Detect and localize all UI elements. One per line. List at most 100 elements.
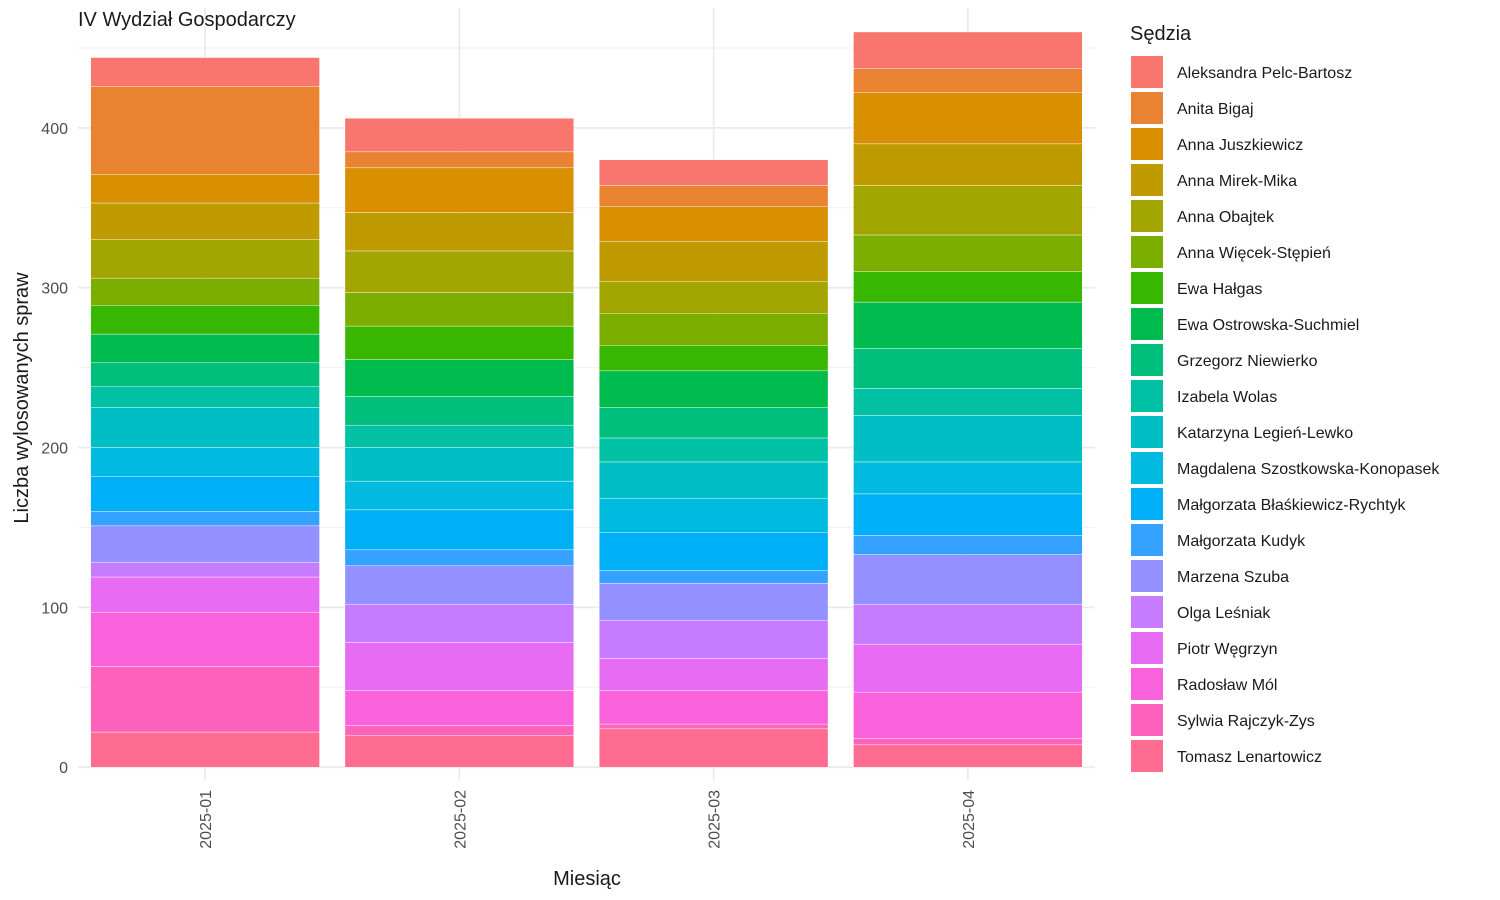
bar-segment	[599, 205, 829, 242]
legend-label: Izabela Wolas	[1177, 389, 1277, 406]
x-axis-title: Miesiąc	[553, 868, 621, 890]
legend-label: Olga Leśniak	[1177, 605, 1271, 622]
x-axis-ticks: 2025-01 2025-02 2025-03 2025-04	[198, 790, 978, 849]
legend-swatch	[1131, 380, 1163, 412]
legend-swatch	[1131, 272, 1163, 304]
bar-segment	[599, 728, 829, 768]
bar-segment	[853, 691, 1083, 739]
legend-swatch	[1131, 560, 1163, 592]
legend-label: Anna Obajtek	[1177, 209, 1275, 226]
bar-segment	[344, 549, 574, 567]
bar-segment	[853, 143, 1083, 186]
bar-segment	[344, 118, 574, 153]
bar-segment	[853, 554, 1083, 605]
bar-segment	[853, 185, 1083, 236]
x-tick-label: 2025-01	[198, 790, 215, 849]
bar-segment	[344, 735, 574, 768]
bar-segment	[90, 174, 320, 204]
bar-segment	[90, 277, 320, 306]
legend-swatch	[1131, 92, 1163, 124]
legend-label: Tomasz Lenartowicz	[1177, 749, 1322, 766]
bar-segment	[599, 690, 829, 725]
legend-label: Małgorzata Błaśkiewicz-Rychtyk	[1177, 497, 1407, 514]
bar-segment	[344, 690, 574, 726]
bar-segment	[90, 476, 320, 512]
bar-segment	[344, 396, 574, 426]
bar-segment	[853, 535, 1083, 555]
legend-swatch	[1131, 632, 1163, 664]
bar-segment	[599, 241, 829, 282]
bar-segment	[599, 723, 829, 730]
bar-segment	[599, 583, 829, 621]
bar-segment	[599, 658, 829, 691]
legend-label: Piotr Węgrzyn	[1177, 641, 1277, 658]
bar-segment	[344, 603, 574, 643]
legend-swatch	[1131, 416, 1163, 448]
bar-segment	[853, 31, 1083, 69]
y-axis-title: Liczba wylosowanych spraw	[11, 272, 33, 524]
legend-swatch	[1131, 596, 1163, 628]
bar-segment	[853, 415, 1083, 463]
bar-segment	[853, 603, 1083, 645]
legend-swatch	[1131, 452, 1163, 484]
legend-label: Anita Bigaj	[1177, 101, 1254, 118]
bar-segment	[853, 744, 1083, 768]
legend-swatch	[1131, 704, 1163, 736]
legend-swatch	[1131, 488, 1163, 520]
bar-segment	[90, 57, 320, 87]
bar-segment	[853, 738, 1083, 746]
bar-segment	[853, 92, 1083, 145]
x-tick-label: 2025-03	[707, 790, 724, 849]
bar-segment	[853, 301, 1083, 349]
bar-segment	[599, 313, 829, 346]
legend-swatch	[1131, 740, 1163, 772]
bar-segment	[90, 333, 320, 364]
bar-segment	[344, 250, 574, 293]
bar-segment	[90, 239, 320, 279]
legend-swatch	[1131, 308, 1163, 340]
legend-label: Katarzyna Legień-Lewko	[1177, 425, 1353, 442]
bar-segment	[853, 68, 1083, 93]
legend-label: Sylwia Rajczyk-Zys	[1177, 713, 1315, 730]
bar-segment	[90, 202, 320, 240]
y-tick-label: 0	[59, 760, 68, 777]
bar-segment	[599, 345, 829, 372]
legend-label: Magdalena Szostkowska-Konopasek	[1177, 461, 1440, 478]
bar-segment	[599, 570, 829, 584]
bar-segment	[344, 167, 574, 213]
legend-swatch	[1131, 344, 1163, 376]
bar-segment	[344, 151, 574, 169]
bar-segment	[599, 437, 829, 463]
bar-segment	[90, 666, 320, 733]
bar-segment	[90, 576, 320, 613]
bar-segment	[344, 509, 574, 551]
bar-segment	[90, 386, 320, 408]
bar-segment	[853, 234, 1083, 272]
legend-label: Anna Juszkiewicz	[1177, 137, 1303, 154]
bar-segment	[344, 325, 574, 360]
bar-segment	[344, 424, 574, 448]
chart-title: IV Wydział Gospodarczy	[78, 9, 296, 31]
legend-swatch	[1131, 128, 1163, 160]
bar-segment	[344, 480, 574, 511]
bar-segment	[344, 725, 574, 736]
bar-segment	[599, 619, 829, 659]
bar-segment	[599, 461, 829, 499]
legend-label: Ewa Ostrowska-Suchmiel	[1177, 317, 1359, 334]
legend-title: Sędzia	[1130, 23, 1192, 45]
bar-segment	[344, 565, 574, 605]
y-axis-ticks: 0 100 200 300 400	[41, 121, 68, 777]
y-tick-label: 200	[41, 441, 68, 458]
legend: Sędzia Aleksandra Pelc-Bartosz Anita Biga…	[1130, 23, 1440, 772]
bar-segment	[853, 643, 1083, 693]
bar-segment	[853, 493, 1083, 536]
legend-swatch	[1131, 164, 1163, 196]
bars	[90, 31, 1083, 768]
legend-label: Grzegorz Niewierko	[1177, 353, 1318, 370]
legend-swatch	[1131, 200, 1163, 232]
bar-segment	[853, 348, 1083, 389]
bar-segment	[90, 407, 320, 448]
legend-swatch	[1131, 524, 1163, 556]
legend-swatch	[1131, 56, 1163, 88]
